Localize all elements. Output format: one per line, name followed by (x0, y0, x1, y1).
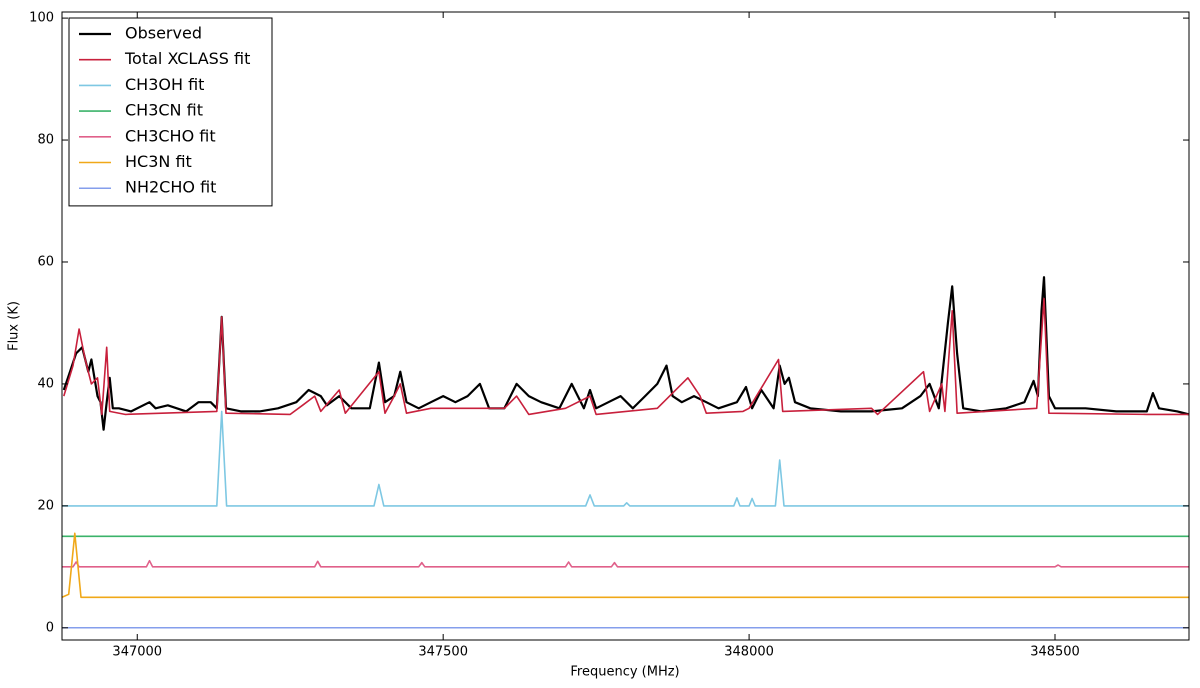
series-line (62, 532, 1189, 599)
y-tick-label: 80 (37, 133, 54, 148)
series-line (63, 297, 1189, 416)
y-tick-label: 0 (46, 620, 54, 635)
legend-label: NH2CHO fit (125, 178, 216, 197)
series-line (62, 559, 1189, 568)
x-tick-label: 348500 (1030, 645, 1080, 660)
legend-box (68, 17, 273, 207)
plot-frame (61, 11, 1190, 641)
y-tick-label: 100 (29, 11, 54, 26)
y-tick-label: 20 (37, 498, 54, 513)
series-line (62, 410, 1189, 507)
legend-label: CH3CHO fit (125, 126, 216, 145)
y-tick-label: 60 (37, 254, 54, 269)
legend-label: Observed (125, 24, 202, 43)
x-tick-label: 347000 (112, 645, 162, 660)
legend-label: CH3CN fit (125, 101, 203, 120)
legend-label: HC3N fit (125, 152, 192, 171)
legend-label: CH3OH fit (125, 75, 204, 94)
y-axis-label: Flux (K) (7, 301, 22, 351)
x-tick-label: 348000 (724, 645, 774, 660)
x-axis-label: Frequency (MHz) (570, 665, 679, 680)
legend-label: Total XCLASS fit (124, 49, 250, 68)
series-line (62, 276, 1189, 431)
x-tick-label: 347500 (418, 645, 468, 660)
y-tick-label: 40 (37, 376, 54, 391)
